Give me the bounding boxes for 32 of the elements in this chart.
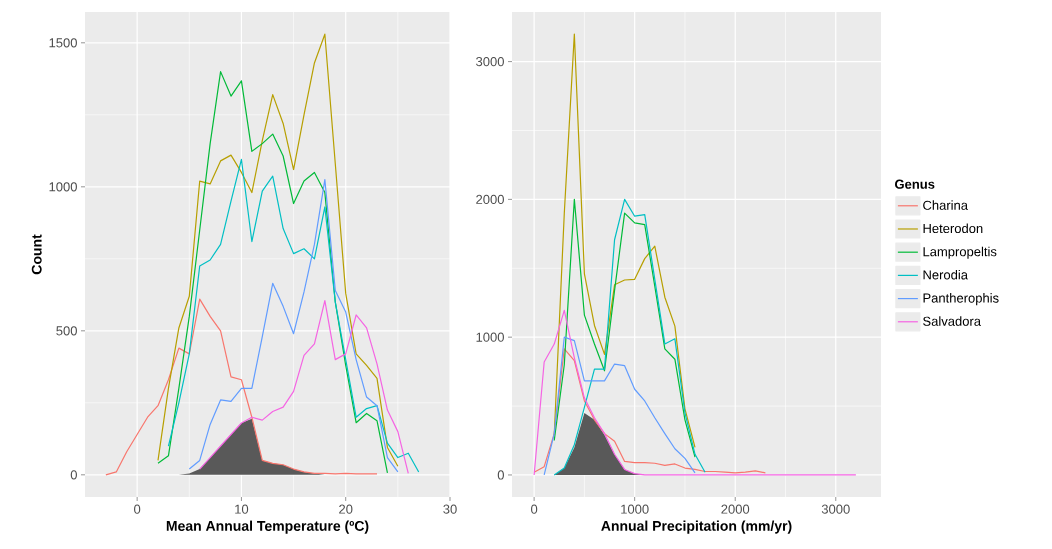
legend-label: Pantherophis	[923, 293, 999, 306]
x-axis-title: Mean Annual Temperature (ºC)	[166, 520, 369, 534]
legend-label: Charina	[923, 200, 968, 210]
x-tick-label: 10	[235, 504, 249, 514]
x-axis-title: Annual Precipitation (mm/yr)	[601, 520, 792, 534]
x-tick-label: 20	[339, 504, 353, 514]
y-tick-label: 0	[497, 470, 504, 480]
y-tick-label: 2000	[476, 194, 504, 204]
legend-label: Lampropeltis	[923, 246, 997, 259]
legend-label: Salvadora	[923, 316, 982, 326]
legend-title: Genus	[895, 179, 935, 189]
line-series	[553, 33, 696, 448]
y-tick-label: 3000	[476, 56, 504, 67]
line-series	[167, 158, 420, 473]
x-tick-label: 3000	[821, 504, 850, 514]
y-tick-label: 1000	[49, 182, 77, 192]
line-series	[533, 309, 857, 476]
line-series	[533, 348, 766, 474]
y-axis-title: Count	[31, 234, 42, 275]
y-tick-label: 1500	[49, 38, 77, 48]
x-tick-label: 0	[531, 504, 538, 514]
y-tick-label: 0	[70, 470, 77, 480]
y-tick-label: 500	[56, 326, 77, 336]
y-tick-label: 1000	[476, 332, 504, 342]
x-tick-label: 30	[443, 504, 457, 514]
legend-label: Nerodia	[923, 269, 968, 280]
x-tick-label: 2000	[721, 504, 750, 514]
line-series	[188, 179, 399, 473]
legend-label: Heterodon	[923, 223, 983, 234]
x-tick-label: 1000	[621, 504, 649, 514]
line-series	[199, 299, 409, 474]
x-tick-label: 0	[134, 504, 141, 514]
